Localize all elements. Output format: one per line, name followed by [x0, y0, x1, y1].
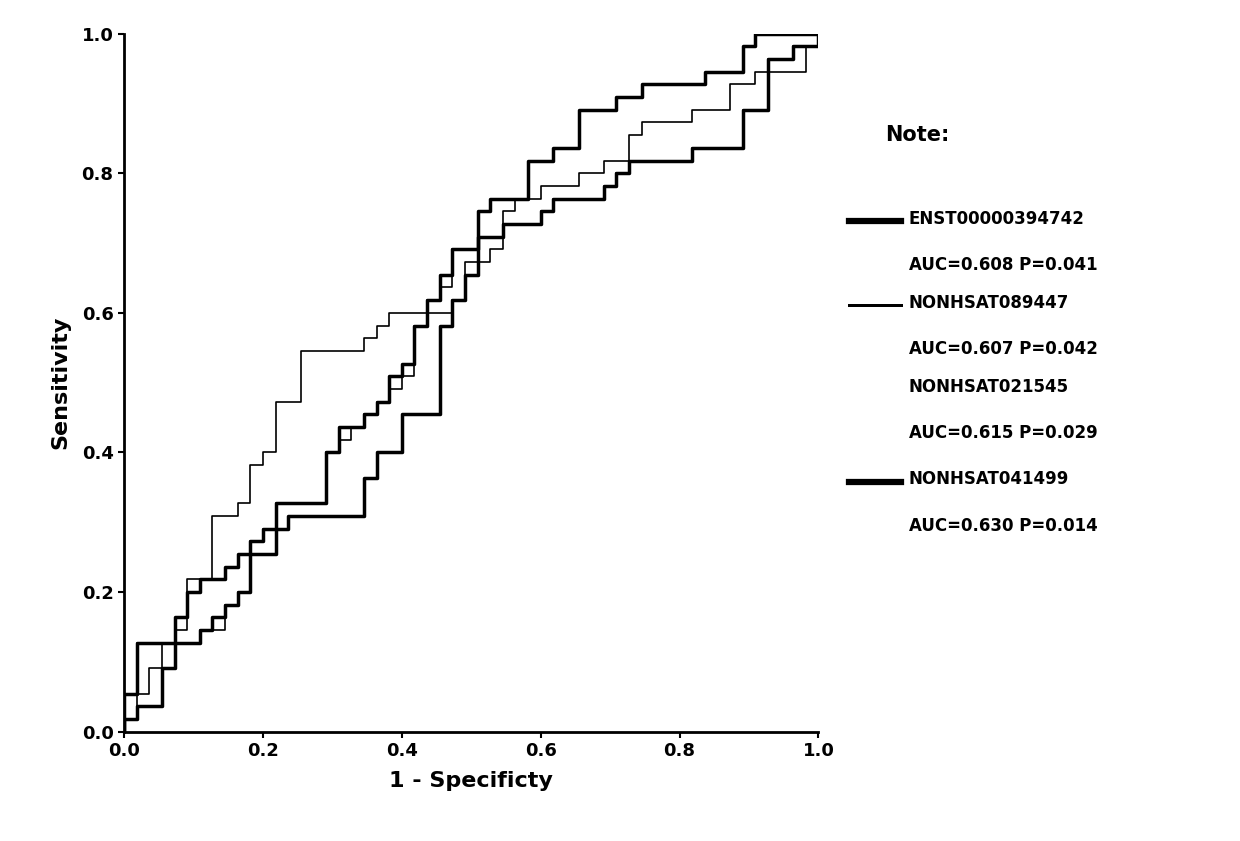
Text: NONHSAT021545: NONHSAT021545 — [909, 378, 1069, 396]
Text: ENST00000394742: ENST00000394742 — [909, 209, 1085, 228]
Text: NONHSAT089447: NONHSAT089447 — [909, 294, 1069, 312]
Text: AUC=0.615 P=0.029: AUC=0.615 P=0.029 — [909, 424, 1097, 442]
Text: AUC=0.607 P=0.042: AUC=0.607 P=0.042 — [909, 340, 1097, 358]
Text: AUC=0.608 P=0.041: AUC=0.608 P=0.041 — [909, 256, 1097, 274]
X-axis label: 1 - Specificty: 1 - Specificty — [389, 771, 553, 791]
Text: Note:: Note: — [885, 124, 950, 145]
Y-axis label: Sensitivity: Sensitivity — [51, 316, 71, 449]
Text: NONHSAT041499: NONHSAT041499 — [909, 470, 1069, 489]
Text: AUC=0.630 P=0.014: AUC=0.630 P=0.014 — [909, 516, 1097, 535]
